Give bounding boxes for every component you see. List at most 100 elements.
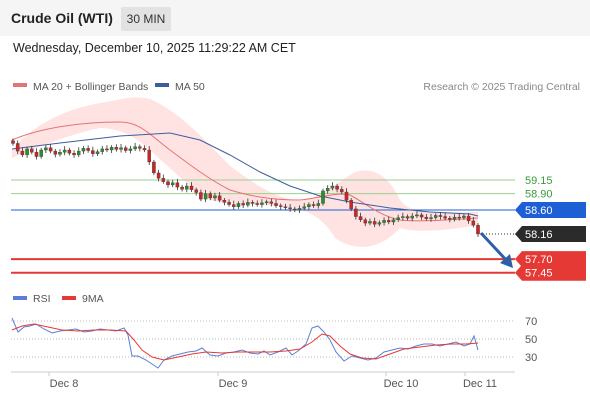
rsi-ma-legend-swatch bbox=[62, 296, 76, 300]
candle-body bbox=[25, 148, 29, 156]
candle-body bbox=[175, 182, 180, 188]
rsi-legend-swatch bbox=[13, 296, 27, 300]
interval-button[interactable]: 30 MIN bbox=[121, 7, 171, 31]
level-label-support: 57.70 bbox=[525, 254, 553, 266]
candle-body bbox=[227, 202, 231, 205]
candle-body bbox=[105, 148, 109, 151]
candle-body bbox=[53, 150, 58, 155]
candle-body bbox=[250, 202, 255, 204]
candle-body bbox=[114, 147, 119, 150]
level-label-pivot: 58.60 bbox=[525, 205, 553, 217]
candle-body bbox=[476, 225, 480, 235]
candle-body bbox=[433, 215, 438, 218]
candle-body bbox=[405, 216, 410, 219]
candle-body bbox=[199, 192, 203, 200]
candle-body bbox=[288, 207, 292, 210]
candle-body bbox=[133, 146, 137, 150]
candle-body bbox=[180, 186, 184, 190]
level-tag-pivot bbox=[515, 202, 586, 218]
rsi-legend-label: RSI bbox=[33, 293, 51, 305]
candle-body bbox=[81, 148, 86, 152]
candle-body bbox=[307, 204, 311, 207]
candle-body bbox=[363, 219, 368, 224]
candle-body bbox=[44, 147, 48, 151]
forecast-arrow-line bbox=[479, 231, 510, 264]
candle-body bbox=[260, 202, 264, 205]
candle-body bbox=[415, 214, 419, 217]
candle-body bbox=[401, 216, 405, 218]
rsi-level-label: 70 bbox=[525, 316, 537, 328]
candle-body bbox=[119, 147, 123, 150]
candle-body bbox=[34, 152, 39, 157]
candle-body bbox=[152, 161, 156, 174]
candle-body bbox=[452, 216, 457, 220]
x-tick-label: Dec 11 bbox=[463, 378, 497, 390]
header-bar: Crude Oil (WTI) 30 MIN bbox=[0, 0, 590, 36]
candle-body bbox=[232, 204, 236, 207]
candle-body bbox=[264, 201, 269, 204]
ma20-line bbox=[11, 121, 479, 222]
candle-body bbox=[246, 202, 250, 206]
candle-body bbox=[166, 181, 170, 186]
level-label-support: 57.45 bbox=[525, 268, 553, 280]
forecast-arrow-head bbox=[500, 254, 513, 268]
candle-body bbox=[335, 185, 339, 190]
candle-body bbox=[377, 222, 382, 225]
candle-body bbox=[274, 203, 278, 206]
candle-body bbox=[72, 153, 76, 156]
credit-text: Research © 2025 Trading Central bbox=[423, 81, 580, 93]
candle-body bbox=[128, 148, 133, 151]
candle-body bbox=[142, 148, 147, 151]
candle-body bbox=[86, 148, 90, 151]
ma50-legend-swatch bbox=[155, 83, 169, 87]
ma50-legend-label: MA 50 bbox=[175, 81, 205, 93]
x-tick-label: Dec 10 bbox=[384, 378, 419, 390]
instrument-title: Crude Oil (WTI) bbox=[11, 10, 113, 26]
ma50-line bbox=[11, 132, 479, 217]
candle-body bbox=[109, 147, 114, 151]
candle-body bbox=[302, 206, 306, 209]
candle-body bbox=[340, 189, 344, 193]
ma20-legend-swatch bbox=[13, 83, 27, 87]
candle-body bbox=[330, 185, 335, 189]
candle-body bbox=[368, 221, 372, 224]
candle-body bbox=[424, 216, 429, 219]
candle-body bbox=[354, 208, 358, 217]
candle-body bbox=[20, 150, 25, 156]
timestamp: Wednesday, December 10, 2025 11:29:22 AM… bbox=[13, 41, 296, 55]
rsi-ma-line bbox=[11, 323, 479, 361]
candle-body bbox=[48, 147, 53, 152]
candle-body bbox=[316, 203, 321, 206]
candle-body bbox=[222, 200, 227, 203]
candle-body bbox=[138, 146, 142, 149]
rsi-level-label: 50 bbox=[525, 334, 537, 346]
candle-body bbox=[67, 149, 72, 154]
level-label-resistance: 58.90 bbox=[525, 189, 553, 201]
x-tick-label: Dec 9 bbox=[219, 378, 248, 390]
candle-body bbox=[15, 143, 20, 152]
candle-body bbox=[203, 193, 208, 200]
candle-body bbox=[156, 172, 161, 179]
candle-body bbox=[189, 185, 194, 190]
candle-body bbox=[443, 216, 447, 219]
candle-body bbox=[100, 148, 104, 152]
candle-body bbox=[457, 216, 461, 219]
candle-body bbox=[410, 215, 414, 219]
candle-body bbox=[325, 188, 330, 192]
level-tag-support bbox=[515, 251, 586, 268]
candle-body bbox=[170, 182, 175, 186]
candle-body bbox=[11, 140, 15, 144]
candle-body bbox=[372, 221, 377, 225]
rsi-line bbox=[11, 317, 479, 369]
candle-body bbox=[382, 220, 386, 223]
candle-body bbox=[311, 204, 316, 206]
candle-body bbox=[236, 203, 241, 207]
candle-body bbox=[30, 148, 34, 153]
candle-body bbox=[466, 215, 471, 222]
candle-body bbox=[217, 195, 222, 201]
candle-body bbox=[349, 200, 353, 210]
level-label-last: 58.16 bbox=[525, 229, 553, 241]
candle-body bbox=[387, 220, 391, 223]
